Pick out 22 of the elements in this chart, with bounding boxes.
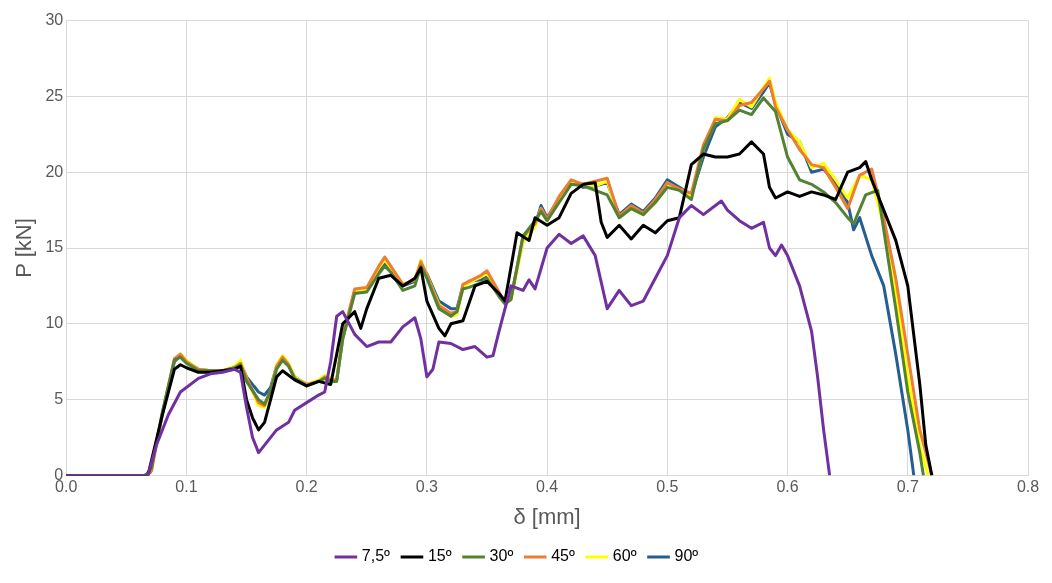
x-tick-label: 0.6	[776, 478, 799, 496]
x-tick-label: 0.3	[415, 478, 439, 496]
legend-label: 90º	[674, 547, 699, 565]
legend-label: 45º	[551, 547, 576, 565]
x-tick-label: 0.1	[175, 478, 198, 496]
legend-label: 30º	[489, 547, 514, 565]
legend-label: 7,5º	[361, 547, 391, 565]
legend-label: 60º	[612, 547, 637, 565]
y-tick-label: 25	[45, 86, 64, 104]
y-tick-label: 20	[45, 162, 64, 180]
y-axis-title: P [kN]	[11, 218, 37, 278]
y-tick-label: 10	[45, 314, 64, 332]
x-tick-label: 0.5	[656, 478, 679, 496]
x-tick-label: 0.7	[896, 478, 919, 496]
x-tick-label: 0.4	[535, 478, 559, 496]
x-tick-label: 0.2	[295, 478, 318, 496]
legend-label: 15º	[427, 547, 452, 565]
y-tick-label: 30	[45, 11, 64, 29]
y-tick-label: 5	[54, 390, 64, 408]
x-axis-title: δ [mm]	[513, 503, 581, 529]
y-tick-label: 15	[45, 238, 64, 256]
x-tick-label: 0.8	[1016, 478, 1040, 496]
